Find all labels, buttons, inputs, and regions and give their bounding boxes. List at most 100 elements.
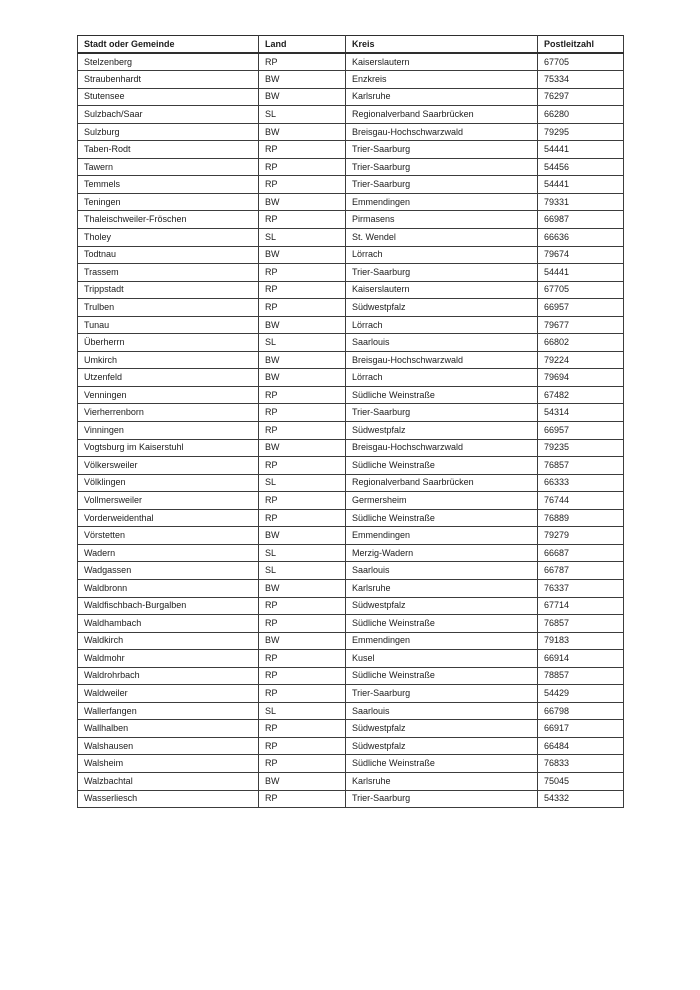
cell-stadt: Vierherrenborn	[77, 403, 259, 423]
cell-stadt: Tholey	[77, 228, 259, 247]
table-row: Taben-Rodt RP Trier-Saarburg 54441	[77, 140, 624, 159]
cell-land: RP	[258, 298, 346, 317]
cell-postleitzahl: 78857	[537, 666, 624, 686]
cell-kreis: Südliche Weinstraße	[345, 754, 538, 773]
cell-kreis: Kaiserslautern	[345, 280, 538, 300]
cell-postleitzahl: 66787	[537, 561, 624, 580]
table-body: Stelzenberg RP Kaiserslautern 67705 Strauben…	[77, 52, 624, 809]
cell-stadt: Trulben	[77, 298, 259, 317]
column-header-stadt: Stadt oder Gemeinde	[77, 35, 259, 55]
cell-stadt: Wadern	[77, 543, 259, 563]
table-row: Teningen BW Emmendingen 79331	[77, 192, 624, 212]
cell-postleitzahl: 76857	[537, 614, 624, 633]
header-row: Stadt oder Gemeinde Land Kreis Postleitz…	[77, 35, 624, 55]
table-row: Wasserliesch RP Trier-Saarburg 54332	[77, 789, 624, 809]
table-row: Temmels RP Trier-Saarburg 54441	[77, 175, 624, 194]
table-row: Utzenfeld BW Lörrach 79694	[77, 368, 624, 387]
table-row: Tawern RP Trier-Saarburg 54456	[77, 157, 624, 177]
cell-land: RP	[258, 789, 346, 809]
cell-postleitzahl: 66280	[537, 105, 624, 124]
cell-stadt: Temmels	[77, 175, 259, 194]
table-row: Umkirch BW Breisgau-Hochschwarzwald 79224	[77, 350, 624, 370]
cell-postleitzahl: 67482	[537, 385, 624, 405]
cell-land: BW	[258, 315, 346, 335]
table-row: Todtnau BW Lörrach 79674	[77, 245, 624, 265]
cell-postleitzahl: 76337	[537, 578, 624, 598]
cell-stadt: Völklingen	[77, 473, 259, 493]
cell-stadt: Wadgassen	[77, 561, 259, 580]
cell-postleitzahl: 66636	[537, 228, 624, 247]
table-row: Waldfischbach-Burgalben RP Südwestpfalz 677…	[77, 596, 624, 616]
cell-stadt: Tawern	[77, 157, 259, 177]
cell-postleitzahl: 54441	[537, 175, 624, 194]
cell-postleitzahl: 79331	[537, 192, 624, 212]
cell-stadt: Sulzbach/Saar	[77, 105, 259, 124]
table-row: Straubenhardt BW Enzkreis 75334	[77, 70, 624, 89]
cell-kreis: Germersheim	[345, 491, 538, 510]
cell-land: BW	[258, 350, 346, 370]
cell-land: RP	[258, 157, 346, 177]
cell-stadt: Taben-Rodt	[77, 140, 259, 159]
cell-stadt: Waldbronn	[77, 578, 259, 598]
table-row: Stutensee BW Karlsruhe 76297	[77, 87, 624, 107]
cell-stadt: Völkersweiler	[77, 456, 259, 475]
cell-stadt: Waldkirch	[77, 631, 259, 651]
cell-kreis: Südliche Weinstraße	[345, 385, 538, 405]
cell-postleitzahl: 67705	[537, 280, 624, 300]
cell-land: RP	[258, 263, 346, 282]
cell-postleitzahl: 75334	[537, 70, 624, 89]
cell-land: RP	[258, 649, 346, 668]
column-header-postleitzahl: Postleitzahl	[537, 35, 624, 55]
cell-land: BW	[258, 631, 346, 651]
cell-stadt: Stutensee	[77, 87, 259, 107]
cell-kreis: Lörrach	[345, 315, 538, 335]
cell-stadt: Vörstetten	[77, 526, 259, 545]
table-row: Tunau BW Lörrach 79677	[77, 315, 624, 335]
cell-land: RP	[258, 666, 346, 686]
cell-postleitzahl: 66914	[537, 649, 624, 668]
cell-postleitzahl: 76857	[537, 456, 624, 475]
table-row: Walshausen RP Südwestpfalz 66484	[77, 736, 624, 756]
table-row: Überherrn SL Saarlouis 66802	[77, 333, 624, 352]
cell-postleitzahl: 54429	[537, 684, 624, 703]
cell-land: SL	[258, 228, 346, 247]
cell-kreis: Emmendingen	[345, 631, 538, 651]
table-row: Waldrohrbach RP Südliche Weinstraße 78857	[77, 666, 624, 686]
cell-postleitzahl: 66802	[537, 333, 624, 352]
cell-kreis: Trier-Saarburg	[345, 263, 538, 282]
cell-kreis: Breisgau-Hochschwarzwald	[345, 438, 538, 458]
table-row: Trippstadt RP Kaiserslautern 67705	[77, 280, 624, 300]
cell-kreis: Südwestpfalz	[345, 298, 538, 317]
cell-land: SL	[258, 543, 346, 563]
cell-kreis: Südliche Weinstraße	[345, 666, 538, 686]
cell-postleitzahl: 79295	[537, 122, 624, 142]
cell-stadt: Vinningen	[77, 421, 259, 440]
cell-stadt: Vorderweidenthal	[77, 508, 259, 528]
cell-kreis: Pirmasens	[345, 210, 538, 230]
cell-kreis: Südwestpfalz	[345, 596, 538, 616]
cell-postleitzahl: 54441	[537, 140, 624, 159]
cell-kreis: Breisgau-Hochschwarzwald	[345, 122, 538, 142]
cell-land: BW	[258, 438, 346, 458]
table-row: Vogtsburg im Kaiserstuhl BW Breisgau-Hochs…	[77, 438, 624, 458]
column-header-kreis: Kreis	[345, 35, 538, 55]
cell-kreis: Regionalverband Saarbrücken	[345, 473, 538, 493]
cell-stadt: Trassem	[77, 263, 259, 282]
table-row: Wadgassen SL Saarlouis 66787	[77, 561, 624, 580]
column-header-land: Land	[258, 35, 346, 55]
cell-postleitzahl: 75045	[537, 771, 624, 791]
cell-postleitzahl: 67705	[537, 52, 624, 72]
cell-kreis: Lörrach	[345, 368, 538, 387]
table-row: Waldhambach RP Südliche Weinstraße 76857	[77, 614, 624, 633]
cell-stadt: Utzenfeld	[77, 368, 259, 387]
cell-land: RP	[258, 684, 346, 703]
cell-postleitzahl: 79677	[537, 315, 624, 335]
table-row: Tholey SL St. Wendel 66636	[77, 228, 624, 247]
cell-kreis: Trier-Saarburg	[345, 789, 538, 809]
cell-postleitzahl: 76297	[537, 87, 624, 107]
cell-kreis: Karlsruhe	[345, 578, 538, 598]
cell-stadt: Wallerfangen	[77, 701, 259, 721]
cell-land: RP	[258, 140, 346, 159]
cell-kreis: St. Wendel	[345, 228, 538, 247]
